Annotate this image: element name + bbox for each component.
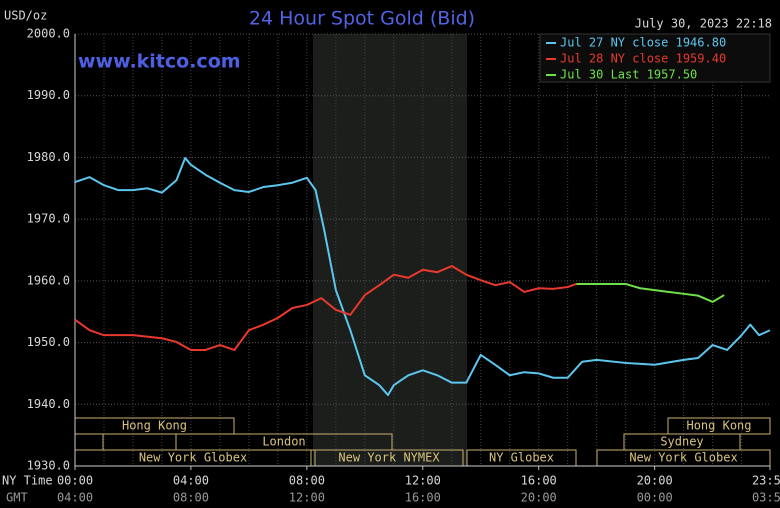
x-tick-label-gmt: 03:59 xyxy=(752,491,780,505)
x-tick-label-gmt: 20:00 xyxy=(521,491,557,505)
session-label: New York Globex xyxy=(139,451,247,465)
x-tick-label: 16:00 xyxy=(521,474,557,488)
x-tick-label: 20:00 xyxy=(637,474,673,488)
session-label: Sydney xyxy=(660,435,703,449)
y-tick-label: 2000.0 xyxy=(27,27,70,41)
x-tick-label: 04:00 xyxy=(173,474,209,488)
series-line xyxy=(576,282,725,303)
x-tick-label-gmt: 08:00 xyxy=(173,491,209,505)
y-axis-label: USD/oz xyxy=(4,9,47,23)
session-label: New York NYMEX xyxy=(338,451,440,465)
y-tick-label: 1930.0 xyxy=(27,459,70,473)
legend-label: Jul 27 NY close 1946.80 xyxy=(560,36,726,50)
shaded-session xyxy=(313,34,467,466)
session-label: Hong Kong xyxy=(686,419,751,433)
y-tick-label: 1990.0 xyxy=(27,88,70,102)
series-line xyxy=(74,157,771,397)
session-label: NY Globex xyxy=(489,451,554,465)
x-tick-label: 00:00 xyxy=(57,474,93,488)
series-line xyxy=(74,265,577,351)
legend-box xyxy=(539,33,771,83)
x-tick-label: 23:59 xyxy=(752,474,780,488)
y-tick-label: 1970.0 xyxy=(27,212,70,226)
x-tick-label: 08:00 xyxy=(289,474,325,488)
y-tick-label: 1940.0 xyxy=(27,397,70,411)
legend-label: Jul 28 NY close 1959.40 xyxy=(560,52,726,66)
session-label: London xyxy=(262,435,305,449)
x-tick-label: 12:00 xyxy=(405,474,441,488)
y-tick-label: 1980.0 xyxy=(27,150,70,164)
y-tick-label: 1960.0 xyxy=(27,273,70,287)
x-row-label: GMT xyxy=(6,491,28,505)
legend-label: Jul 30 Last 1957.50 xyxy=(560,68,697,82)
session-label: Hong Kong xyxy=(122,419,187,433)
watermark: www.kitco.com xyxy=(78,51,241,73)
x-tick-label-gmt: 04:00 xyxy=(57,491,93,505)
chart-title: 24 Hour Spot Gold (Bid) xyxy=(249,8,475,30)
x-tick-label-gmt: 16:00 xyxy=(405,491,441,505)
session-label: New York Globex xyxy=(629,451,737,465)
x-row-label: NY Time xyxy=(2,474,53,488)
timestamp: July 30, 2023 22:18 xyxy=(635,17,772,31)
y-tick-label: 1950.0 xyxy=(27,335,70,349)
x-tick-label-gmt: 12:00 xyxy=(289,491,325,505)
x-tick-label-gmt: 00:00 xyxy=(637,491,673,505)
